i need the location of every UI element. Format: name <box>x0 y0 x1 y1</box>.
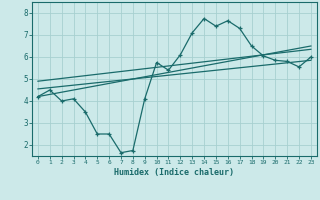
X-axis label: Humidex (Indice chaleur): Humidex (Indice chaleur) <box>115 168 234 177</box>
